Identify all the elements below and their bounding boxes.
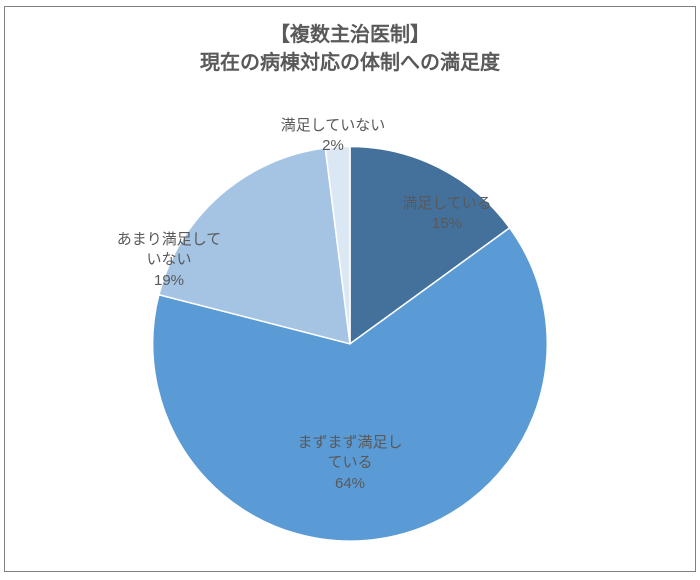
slice-label-text-1: まずまず満足し: [297, 434, 402, 451]
slice-label-text-2: ている: [327, 454, 372, 471]
slice-label-percent: 2%: [281, 136, 386, 156]
slice-label-text: 満足していない: [281, 117, 386, 134]
slice-label-text: 満足している: [402, 195, 492, 212]
slice-label-somewhat-satisfied: まずまず満足し ている 64%: [297, 433, 402, 494]
slice-label-percent: 64%: [297, 474, 402, 494]
slice-label-text-1: あまり満足して: [117, 231, 222, 248]
slice-label-satisfied: 満足している 15%: [402, 194, 492, 235]
slice-label-not-satisfied: 満足していない 2%: [281, 116, 386, 157]
slice-label-percent: 15%: [402, 214, 492, 234]
slice-label-not-very-satisfied: あまり満足して いない 19%: [117, 230, 222, 291]
chart-frame: 【複数主治医制】 現在の病棟対応の体制への満足度 満足している 15% まずまず…: [4, 6, 696, 572]
slice-label-percent: 19%: [117, 271, 222, 291]
slice-label-text-2: いない: [146, 251, 191, 268]
